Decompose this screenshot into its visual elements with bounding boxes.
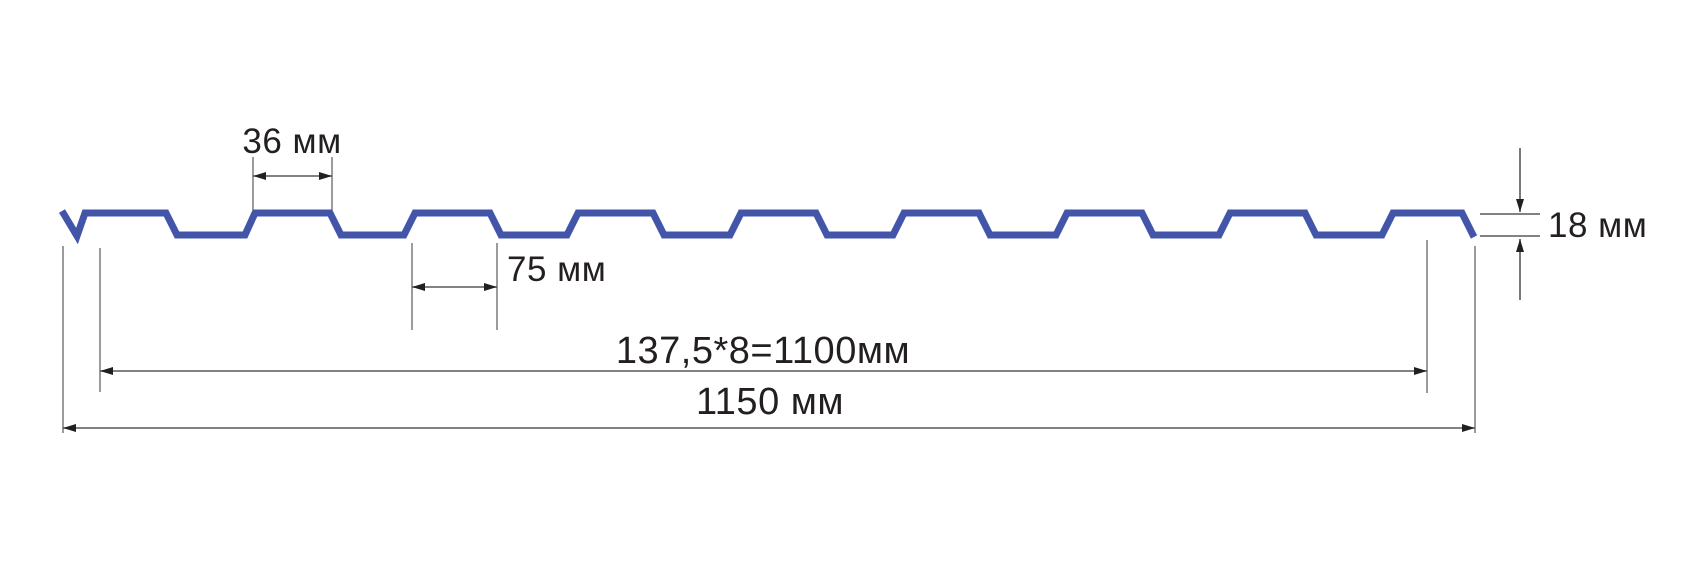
dim-rib-top-width: 36 мм <box>242 122 341 210</box>
dim-label-1150mm: 1150 мм <box>696 381 844 423</box>
dim-label-75mm: 75 мм <box>507 250 606 289</box>
dim-label-1100mm: 137,5*8=1100мм <box>616 330 910 372</box>
dim-profile-height: 18 мм <box>1480 148 1647 300</box>
dim-rib-base-width: 75 мм <box>411 243 606 330</box>
dim-overall-width: 1150 мм <box>62 246 1476 433</box>
dim-label-36mm: 36 мм <box>242 122 341 161</box>
sheet-profile-line <box>58 209 1478 245</box>
dim-label-18mm: 18 мм <box>1548 206 1647 245</box>
dim-coverage-width: 137,5*8=1100мм <box>99 240 1428 393</box>
